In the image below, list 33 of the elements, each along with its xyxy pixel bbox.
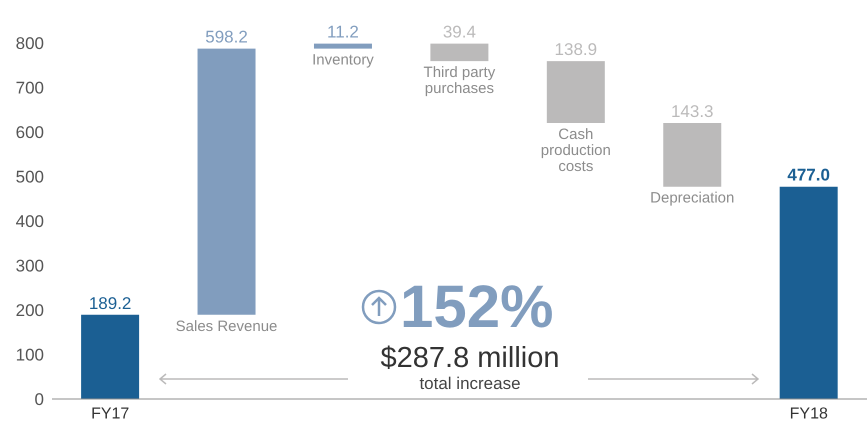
data-label: 598.2	[205, 28, 248, 47]
data-label: 39.4	[442, 22, 476, 42]
x-tick-label: Inventory	[312, 52, 374, 69]
x-tick-label: Third party purchases	[424, 64, 496, 98]
annotation: $287.8 million	[380, 341, 560, 376]
y-tick-label: 100	[16, 346, 44, 365]
annotation: 152%	[400, 272, 554, 342]
data-label: 189.2	[88, 294, 132, 313]
x-tick-label: Cash production costs	[540, 126, 611, 175]
y-tick-label: 300	[16, 256, 44, 276]
data-label: 477.0	[787, 166, 830, 185]
x-tick-label: FY17	[91, 405, 130, 422]
bar	[663, 122, 722, 187]
x-tick-label: Sales Revenue	[176, 318, 278, 335]
y-tick-label: 600	[16, 123, 44, 142]
x-tick-label: FY18	[790, 405, 828, 422]
x-tick-label: Depreciation	[650, 190, 734, 207]
data-label: 143.3	[670, 102, 714, 121]
bar	[430, 44, 488, 62]
data-label: 138.9	[554, 40, 598, 60]
annotation: total increase	[418, 374, 522, 394]
y-tick-label: 400	[16, 212, 44, 232]
y-tick-label: 200	[16, 301, 44, 320]
bar	[81, 314, 140, 399]
y-tick-label: 500	[16, 168, 44, 187]
bar	[198, 48, 256, 315]
bar	[314, 44, 372, 49]
y-tick-label: 700	[16, 78, 44, 98]
bar	[546, 61, 605, 123]
y-tick-label: 800	[16, 34, 44, 54]
y-tick-label: 0	[34, 390, 44, 410]
bar	[780, 186, 838, 399]
data-label: 11.2	[327, 22, 359, 42]
